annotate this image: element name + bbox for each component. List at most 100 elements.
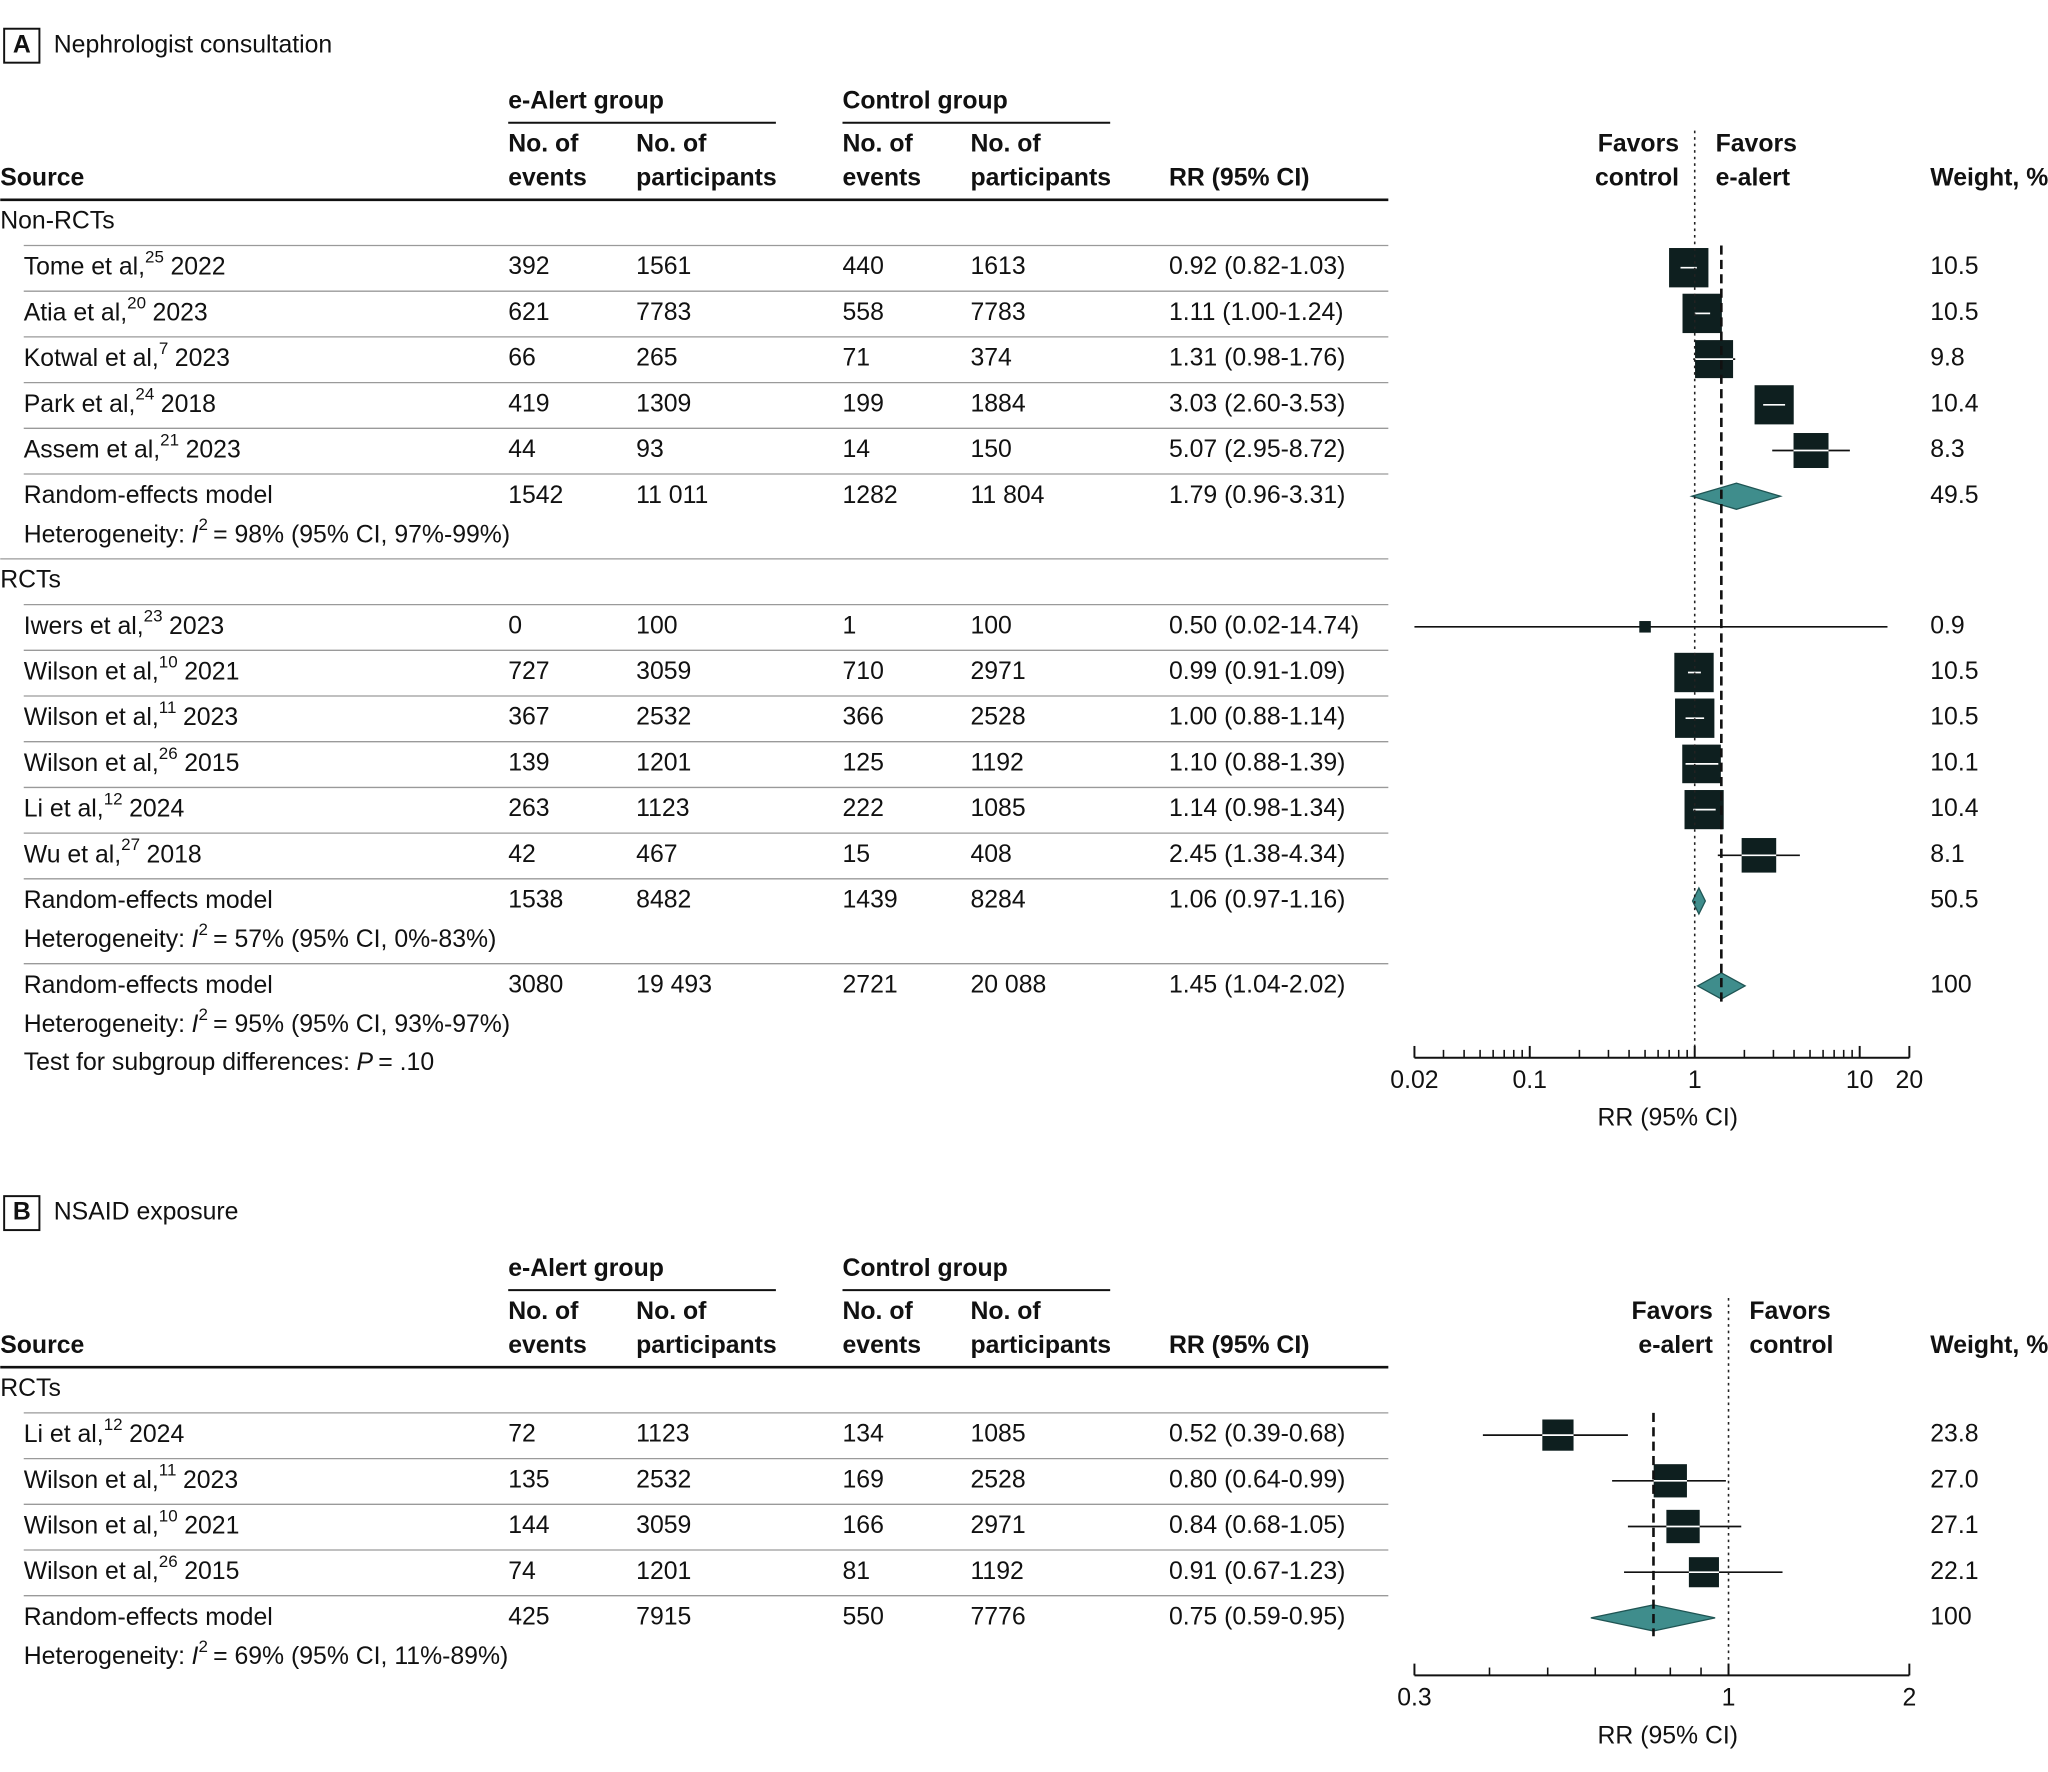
count-cell: 7776 xyxy=(970,1603,1025,1630)
column-header: events xyxy=(842,164,921,191)
column-header: participants xyxy=(970,1332,1111,1359)
study-author: Li et al, xyxy=(24,1421,104,1448)
count-cell: 1538 xyxy=(508,887,563,914)
column-header: Source xyxy=(0,164,84,191)
favors-label: Favors xyxy=(1749,1298,1830,1325)
study-year: 2023 xyxy=(169,612,224,639)
count-cell: 1613 xyxy=(970,253,1025,280)
count-cell: 2721 xyxy=(842,971,897,998)
count-cell: 3080 xyxy=(508,971,563,998)
count-cell: 8284 xyxy=(970,887,1025,914)
count-cell: 81 xyxy=(842,1558,870,1585)
reference: 12 xyxy=(104,790,123,809)
study-name: Wilson et al,11 2023 xyxy=(24,699,238,731)
count-cell: 72 xyxy=(508,1421,536,1448)
count-cell: 1309 xyxy=(636,390,691,417)
study-name: Wilson et al,11 2023 xyxy=(24,1461,238,1493)
rr-label: 0.80 (0.64-0.99) xyxy=(1169,1466,1345,1493)
favors-label: Favors xyxy=(1716,130,1797,157)
subgroup-label: Non-RCTs xyxy=(0,208,114,235)
count-cell: 71 xyxy=(842,345,870,372)
count-cell: 100 xyxy=(970,612,1011,639)
weight-label: 100 xyxy=(1930,1603,1971,1630)
weight-label: 9.8 xyxy=(1930,345,1964,372)
rr-label: 1.45 (1.04-2.02) xyxy=(1169,971,1345,998)
count-cell: 125 xyxy=(842,749,883,776)
footnote: Heterogeneity: I2 = 95% (95% CI, 93%-97%) xyxy=(24,1005,510,1037)
x-axis-label: RR (95% CI) xyxy=(1597,1722,1738,1749)
weight-label: 22.1 xyxy=(1930,1558,1978,1585)
count-cell: 7783 xyxy=(970,299,1025,326)
rr-label: 1.11 (1.00-1.24) xyxy=(1169,299,1344,326)
column-header: No. of xyxy=(508,1298,579,1325)
x-tick-label: 0.1 xyxy=(1513,1067,1547,1094)
footnote: Heterogeneity: I2 = 69% (95% CI, 11%-89%) xyxy=(24,1637,509,1669)
count-cell: 150 xyxy=(970,436,1011,463)
study-name: Wilson et al,26 2015 xyxy=(24,744,240,776)
column-header: No. of xyxy=(636,1298,707,1325)
weight-label: 23.8 xyxy=(1930,1421,1978,1448)
footnote-label: Test for subgroup differences: xyxy=(24,1048,350,1075)
study-author: Wilson et al, xyxy=(24,1512,159,1539)
rr-label: 1.79 (0.96-3.31) xyxy=(1169,482,1345,509)
count-cell: 93 xyxy=(636,436,664,463)
study-name: Tome et al,25 2022 xyxy=(24,248,226,280)
weight-label: 49.5 xyxy=(1930,482,1978,509)
favors-label: Favors xyxy=(1598,130,1679,157)
footnote-sup: 2 xyxy=(198,516,207,535)
study-author: Wilson et al, xyxy=(24,658,159,685)
study-author: Assem et al, xyxy=(24,436,160,463)
reference: 27 xyxy=(121,836,140,855)
footnote-text: = .10 xyxy=(378,1048,434,1075)
count-cell: 7783 xyxy=(636,299,691,326)
count-cell: 558 xyxy=(842,299,883,326)
reference: 26 xyxy=(159,744,178,763)
panel-letter: B xyxy=(13,1199,31,1226)
favors-label: e-alert xyxy=(1716,164,1790,191)
column-header: participants xyxy=(636,1332,777,1359)
subgroup-label: RCTs xyxy=(0,567,61,594)
count-cell: 2532 xyxy=(636,704,691,731)
count-cell: 2528 xyxy=(970,704,1025,731)
study-year: 2023 xyxy=(153,299,208,326)
count-cell: 1201 xyxy=(636,749,691,776)
rr-label: 0.75 (0.59-0.95) xyxy=(1169,1603,1345,1630)
footnote-label: Heterogeneity: xyxy=(24,1011,185,1038)
count-cell: 14 xyxy=(842,436,870,463)
count-cell: 11 011 xyxy=(636,482,708,509)
study-year: 2018 xyxy=(161,390,216,417)
study-name: Wilson et al,10 2021 xyxy=(24,653,240,685)
footnote-stat: I xyxy=(192,926,199,953)
reference: 25 xyxy=(145,248,164,267)
count-cell: 1439 xyxy=(842,887,897,914)
study-year: 2024 xyxy=(129,1421,184,1448)
rr-label: 1.00 (0.88-1.14) xyxy=(1169,704,1345,731)
study-year: 2021 xyxy=(184,1512,239,1539)
study-year: 2018 xyxy=(147,841,202,868)
study-author: Park et al, xyxy=(24,390,136,417)
weight-label: 8.1 xyxy=(1930,841,1964,868)
weight-label: 27.0 xyxy=(1930,1466,1978,1493)
count-cell: 11 804 xyxy=(970,482,1044,509)
count-cell: 710 xyxy=(842,658,883,685)
footnote-stat: P xyxy=(357,1048,374,1075)
study-year: 2023 xyxy=(183,704,238,731)
rr-label: 1.31 (0.98-1.76) xyxy=(1169,345,1345,372)
footnote-stat: I xyxy=(192,521,199,548)
count-cell: 15 xyxy=(842,841,870,868)
count-cell: 1561 xyxy=(636,253,691,280)
reference: 11 xyxy=(159,699,177,718)
count-cell: 222 xyxy=(842,795,883,822)
reference: 24 xyxy=(135,385,154,404)
count-cell: 169 xyxy=(842,1466,883,1493)
group-header: Control group xyxy=(842,87,1007,114)
weight-label: 10.4 xyxy=(1930,390,1978,417)
count-cell: 1201 xyxy=(636,1558,691,1585)
study-author: Wilson et al, xyxy=(24,1466,159,1493)
weight-label: 10.5 xyxy=(1930,253,1978,280)
x-tick-label: 1 xyxy=(1722,1684,1736,1711)
count-cell: 1 xyxy=(842,612,856,639)
rr-label: 1.14 (0.98-1.34) xyxy=(1169,795,1345,822)
count-cell: 3059 xyxy=(636,658,691,685)
count-cell: 467 xyxy=(636,841,677,868)
